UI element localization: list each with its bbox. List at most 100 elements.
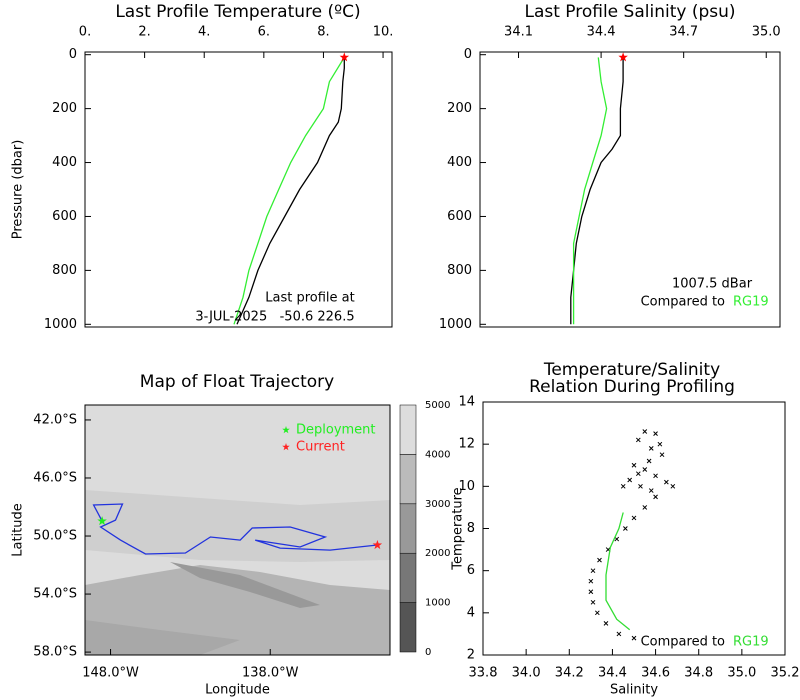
point <box>627 477 633 483</box>
point <box>590 599 596 605</box>
x-tick-label: 34.8 <box>684 666 713 681</box>
chart-title: Temperature/Salinity <box>543 360 720 380</box>
y-tick-label: 6 <box>467 563 475 578</box>
x-tick-label: 0. <box>79 25 91 40</box>
reference-line <box>605 512 631 631</box>
chart-title: Map of Float Trajectory <box>140 372 334 392</box>
bathymetry <box>85 405 390 655</box>
colorbar-label: 1000 <box>425 598 450 609</box>
point <box>631 515 637 521</box>
colorbar-band <box>399 503 417 554</box>
colorbar-band <box>399 404 417 455</box>
profile-line <box>233 57 345 325</box>
y-tick-label: 800 <box>447 263 472 278</box>
y-tick-label: 8 <box>467 521 475 536</box>
profile-line <box>572 57 608 325</box>
y-tick-label: 0 <box>69 47 77 62</box>
point <box>642 467 648 472</box>
x-tick-label: 34.4 <box>598 666 627 681</box>
y-tick-label: 600 <box>52 209 77 224</box>
x-tick-label: 10. <box>373 25 394 40</box>
legend-symbol <box>282 426 290 434</box>
y-tick-label: 12 <box>458 437 475 452</box>
bathymetry-ridge <box>170 562 320 608</box>
x-tick-label: 148.0°W <box>82 666 139 681</box>
point <box>638 483 643 489</box>
legend-symbol <box>282 443 290 451</box>
y-tick-label: 10 <box>458 479 475 494</box>
y-tick-label: 2 <box>467 648 475 663</box>
y-tick-label: 58.0°S <box>33 645 77 660</box>
point <box>653 473 658 479</box>
point <box>588 578 594 584</box>
y-axis-label: Temperature <box>451 487 466 570</box>
point <box>648 446 654 451</box>
point <box>590 568 596 574</box>
point <box>594 610 600 616</box>
y-axis-label: Latitude <box>11 503 26 557</box>
point <box>653 431 658 436</box>
y-tick-label: 800 <box>52 263 77 278</box>
point <box>648 488 654 493</box>
point <box>588 589 594 595</box>
x-tick-label: 33.8 <box>469 666 498 681</box>
point <box>670 483 676 489</box>
y-tick-label: 46.0°S <box>33 470 77 485</box>
y-tick-label: 200 <box>447 101 472 116</box>
point <box>603 621 609 626</box>
point <box>623 526 628 531</box>
profile-line <box>570 57 624 325</box>
y-tick-label: 4 <box>467 605 475 620</box>
current-marker <box>339 52 350 62</box>
point <box>646 458 652 464</box>
chart-title: Last Profile Temperature (ºC) <box>115 2 360 22</box>
y-tick-label: 50.0°S <box>33 529 77 544</box>
point <box>635 471 641 477</box>
y-tick-label: 400 <box>52 155 77 170</box>
x-tick-label: 2. <box>138 25 150 40</box>
y-tick-label: 42.0°S <box>33 412 77 427</box>
y-tick-label: 54.0°S <box>33 587 77 602</box>
x-tick-label: 34.4 <box>587 25 616 40</box>
y-tick-label: 14 <box>458 395 475 410</box>
x-tick-label: 34.7 <box>669 25 698 40</box>
x-axis-label: Salinity <box>610 683 658 698</box>
profile-line <box>236 57 345 325</box>
colorbar-label: 0 <box>425 647 431 658</box>
reference-name: RG19 <box>733 295 769 310</box>
annotation: 1007.5 dBar <box>672 277 753 292</box>
x-tick-label: 6. <box>258 25 270 40</box>
x-tick-label: 34.1 <box>504 25 533 40</box>
deployment-marker <box>97 516 107 526</box>
reference-name: RG19 <box>733 635 769 650</box>
x-tick-label: 34.6 <box>641 666 670 681</box>
legend-label: Current <box>296 440 345 455</box>
y-tick-label: 1000 <box>44 317 77 332</box>
x-tick-label: 34.0 <box>512 666 541 681</box>
point <box>642 429 648 434</box>
x-tick-label: 34.2 <box>555 666 584 681</box>
y-tick-label: 0 <box>464 47 472 62</box>
plot-frame <box>84 404 391 656</box>
bathymetry-band <box>85 490 390 562</box>
point <box>642 505 648 510</box>
plot-frame <box>479 51 781 328</box>
plot-frame <box>84 51 393 328</box>
colorbar-label: 2000 <box>425 548 450 559</box>
y-tick-label: 1000 <box>439 317 472 332</box>
x-tick-label: 35.2 <box>771 666 800 681</box>
x-tick-label: 4. <box>198 25 210 40</box>
x-axis-label: Longitude <box>205 683 270 698</box>
y-tick-label: 400 <box>447 155 472 170</box>
y-tick-label: 600 <box>447 209 472 224</box>
point <box>616 631 622 637</box>
trajectory <box>92 503 378 555</box>
annotation: 3-JUL-2025 -50.6 226.5 <box>195 310 354 325</box>
colorbar-label: 3000 <box>425 499 450 510</box>
point <box>631 462 637 468</box>
point <box>631 635 637 641</box>
annotation: Compared to <box>641 295 725 310</box>
current-marker <box>372 540 383 550</box>
point <box>659 452 665 458</box>
